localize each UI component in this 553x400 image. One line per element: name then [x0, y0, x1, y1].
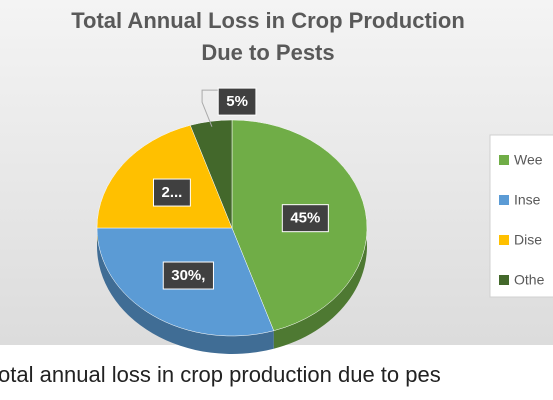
value-label: 45% — [290, 210, 320, 227]
pie-slice — [189, 119, 233, 229]
chart-title: Total Annual Loss in Crop Production — [71, 8, 465, 33]
legend-label: Othe — [514, 272, 545, 288]
chart-title: Due to Pests — [201, 40, 334, 65]
legend-swatch — [499, 275, 509, 285]
legend-label: Wee — [514, 152, 543, 168]
value-label-box — [153, 178, 191, 207]
legend-label: Dise — [514, 232, 542, 248]
caption: otal annual loss in crop production due … — [0, 362, 441, 387]
value-label-box — [217, 87, 257, 116]
value-label-box — [281, 204, 329, 233]
value-label-box — [162, 261, 214, 290]
value-label: 30%, — [171, 267, 205, 284]
legend-swatch — [499, 155, 509, 165]
leader-line — [201, 89, 220, 127]
legend-swatch — [499, 235, 509, 245]
pie-slice — [96, 124, 233, 229]
legend-label: Inse — [514, 192, 541, 208]
pie-slice-side — [97, 228, 274, 355]
value-label: 2... — [162, 184, 183, 201]
legend-swatch — [499, 195, 509, 205]
value-label: 5% — [226, 93, 248, 110]
